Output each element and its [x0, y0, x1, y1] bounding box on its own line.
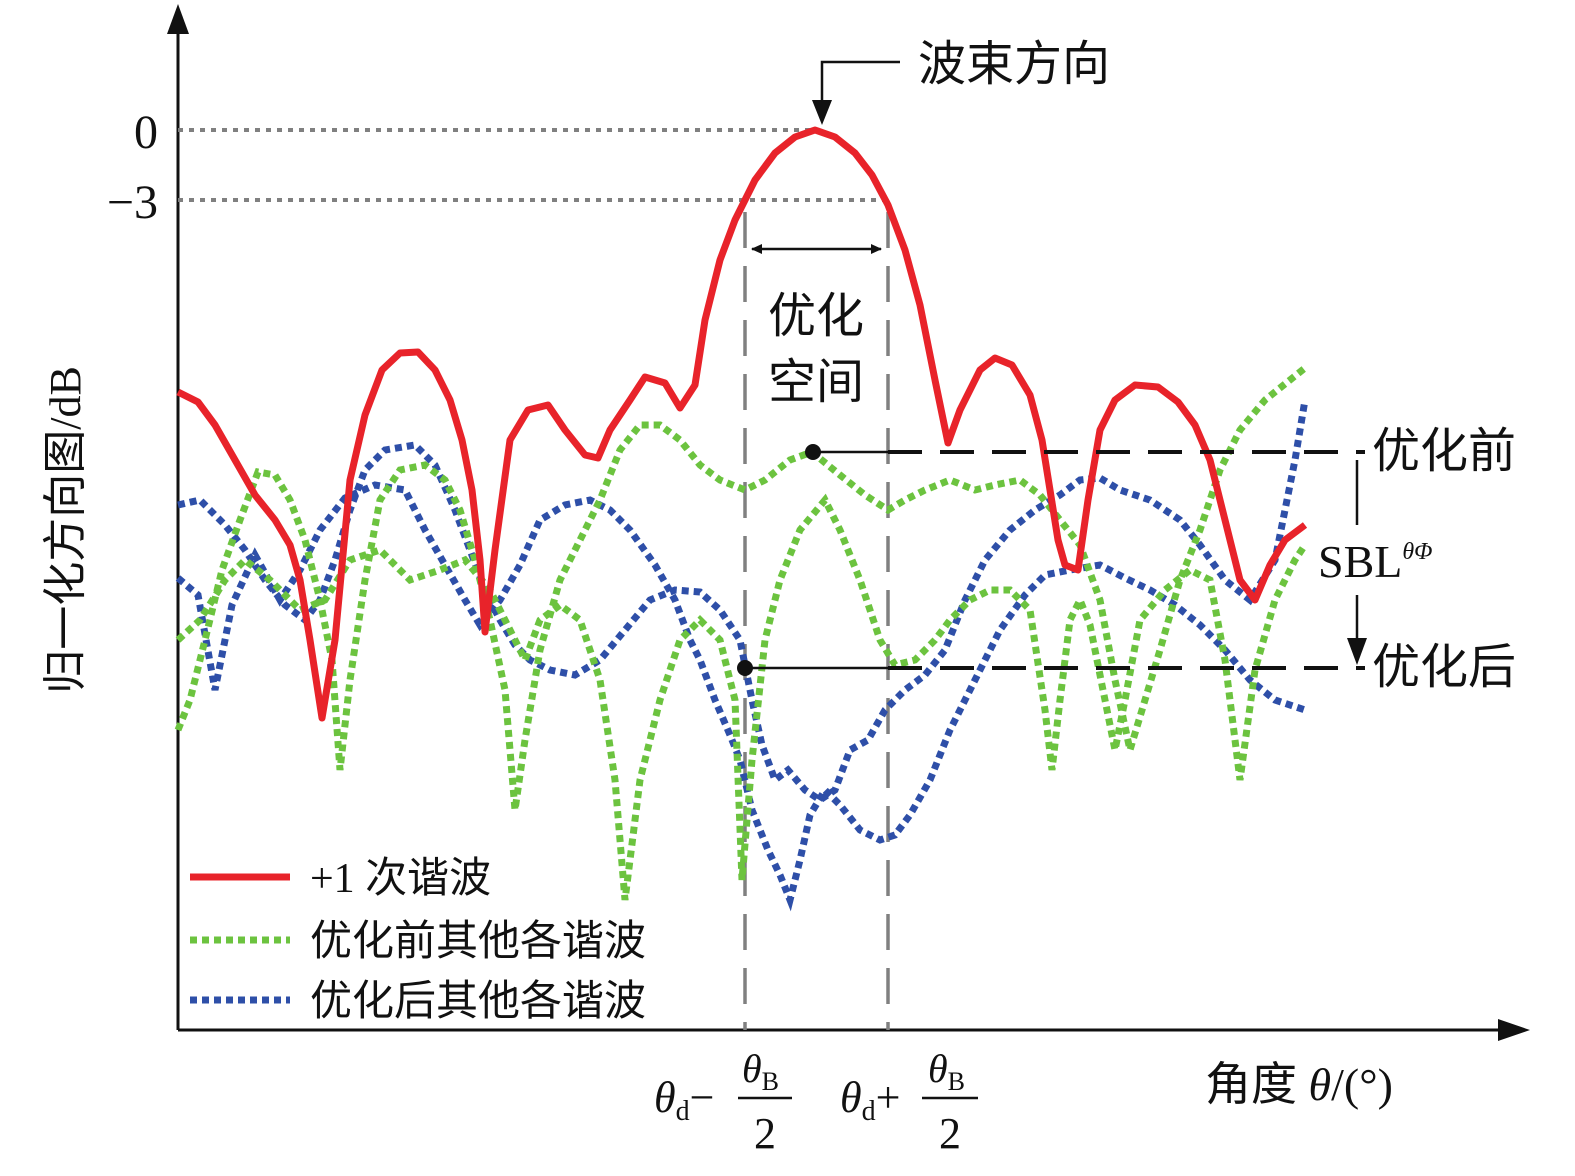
- legend-label-optimized-harmonics: 优化后其他各谐波: [310, 978, 646, 1025]
- x-tick-right-num-theta: θ: [928, 1046, 948, 1091]
- unoptimized-other-harmonics-series-b: [175, 493, 1308, 901]
- after-optimization-label: 优化后: [1372, 641, 1516, 694]
- x-tick-left-num-sub: B: [762, 1067, 779, 1096]
- x-tick-right-num-sub: B: [948, 1067, 965, 1096]
- sbl-label: SBLθΦ: [1318, 536, 1432, 587]
- sbl-label-superscript: θΦ: [1402, 539, 1432, 565]
- y-tick-minus-3: −3: [107, 176, 158, 229]
- after-optimization-marker: [737, 660, 753, 676]
- sbl-label-main: SBL: [1318, 536, 1402, 587]
- before-optimization-label: 优化前: [1372, 425, 1516, 478]
- legend: +1 次谐波 优化前其他各谐波 优化后其他各谐波: [190, 856, 646, 1025]
- svg-text:θB: θB: [928, 1046, 965, 1096]
- x-axis-arrow-icon: [1498, 1019, 1530, 1041]
- y-axis-arrow-icon: [167, 4, 189, 34]
- svg-text:θd+: θd+: [840, 1073, 900, 1127]
- beam-direction-arrow-head-icon: [812, 100, 832, 125]
- optimization-space-label-line2: 空间: [768, 356, 864, 409]
- beam-direction-arrow: [820, 60, 900, 112]
- x-tick-left-theta: θ: [654, 1073, 676, 1122]
- x-axis-label: 角度 θ/(°): [1205, 1059, 1393, 1110]
- x-tick-right: θd+ θB 2: [840, 1046, 978, 1158]
- x-tick-right-sub-d: d: [862, 1096, 876, 1127]
- before-optimization-marker: [805, 444, 821, 460]
- x-axis-label-symbol: θ: [1309, 1059, 1332, 1110]
- y-axis-label: 归一化方向图/dB: [41, 366, 90, 694]
- x-tick-left-num-theta: θ: [742, 1046, 762, 1091]
- x-tick-left-den: 2: [754, 1109, 776, 1158]
- beam-direction-label: 波束方向: [918, 38, 1110, 91]
- x-tick-right-theta: θ: [840, 1073, 862, 1122]
- plus-one-harmonic-curve: [176, 126, 1308, 722]
- y-tick-0: 0: [134, 106, 158, 159]
- sbl-arrow-head-icon: [1347, 638, 1367, 665]
- x-tick-left: θd− θB 2: [654, 1046, 792, 1158]
- x-tick-right-op: +: [876, 1073, 901, 1122]
- x-tick-left-sub-d: d: [676, 1096, 690, 1127]
- svg-text:θd−: θd−: [654, 1073, 714, 1127]
- optimization-space-label-line1: 优化: [768, 290, 864, 343]
- legend-label-plus-one-harmonic: +1 次谐波: [310, 856, 491, 902]
- x-axis-label-name: 角度: [1205, 1059, 1297, 1110]
- x-tick-right-den: 2: [939, 1109, 961, 1158]
- x-axis-label-unit: /(°): [1331, 1059, 1393, 1110]
- svg-text:θB: θB: [742, 1046, 779, 1096]
- optimized-other-harmonics-series-a: [177, 399, 1309, 805]
- legend-label-unoptimized-harmonics: 优化前其他各谐波: [310, 918, 646, 965]
- unoptimized-other-harmonics-series-a: [174, 365, 1308, 811]
- x-tick-left-op: −: [690, 1073, 715, 1122]
